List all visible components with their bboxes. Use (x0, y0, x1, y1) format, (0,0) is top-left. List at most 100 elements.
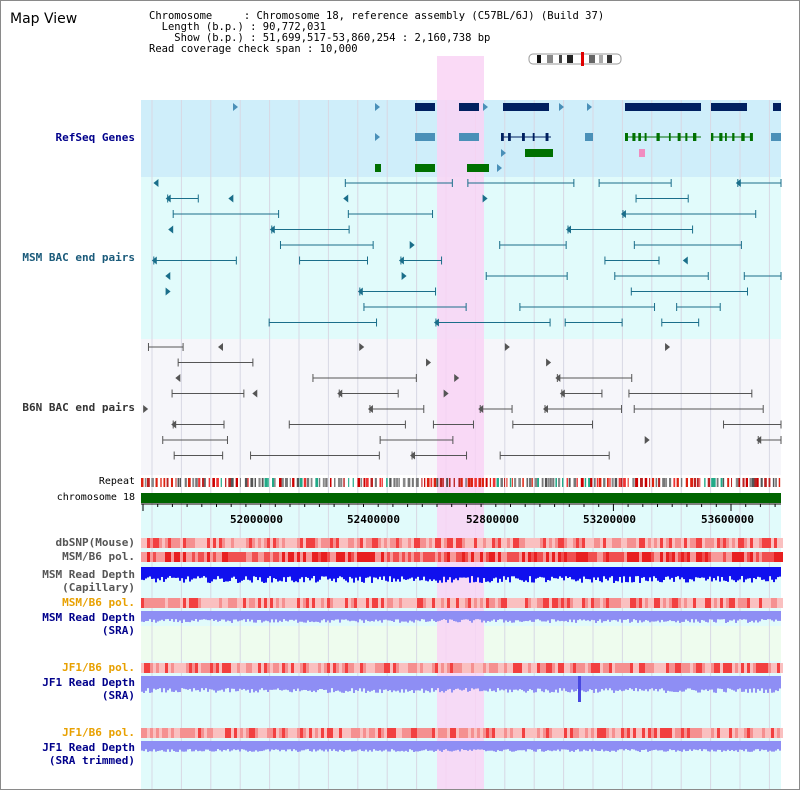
polymorphism-cell (678, 663, 681, 673)
polymorphism-cell (537, 728, 540, 738)
read-depth-bar (389, 741, 391, 752)
read-depth-bar (153, 567, 155, 579)
polymorphism-cell (192, 552, 195, 562)
read-depth-bar (619, 567, 621, 577)
read-depth-bar (287, 741, 289, 750)
polymorphism-cell (153, 552, 156, 562)
track-label-msm-depth-sra-sub: (SRA) (101, 624, 135, 637)
read-depth-bar (769, 676, 771, 689)
read-depth-bar (189, 567, 191, 582)
track-label-msm-b6-pol-2[interactable]: MSM/B6 pol. (62, 596, 135, 609)
polymorphism-cell (192, 598, 195, 608)
track-label-msm-depth-capillary[interactable]: MSM Read Depth (42, 568, 135, 581)
read-depth-bar (143, 676, 145, 693)
track-label-b6n-bac[interactable]: B6N BAC end pairs (22, 401, 135, 414)
read-depth-bar (693, 567, 695, 582)
repeat-element (208, 478, 211, 487)
polymorphism-cell (696, 552, 699, 562)
read-depth-bar (773, 567, 775, 583)
polymorphism-cell (237, 538, 240, 548)
read-depth-bar (753, 611, 755, 623)
polymorphism-cell (702, 663, 705, 673)
read-depth-bar (285, 567, 287, 582)
read-depth-bar (763, 676, 765, 693)
read-depth-bar (723, 611, 725, 620)
track-label-repeat[interactable]: Repeat (98, 476, 135, 487)
track-label-dbsnp[interactable]: dbSNP(Mouse) (55, 536, 135, 549)
polymorphism-cell (339, 728, 342, 738)
polymorphism-cell (591, 552, 594, 562)
polymorphism-cell (780, 598, 783, 608)
polymorphism-cell (597, 728, 600, 738)
read-depth-bar (587, 676, 589, 692)
polymorphism-cell (495, 538, 498, 548)
polymorphism-cell (486, 552, 489, 562)
polymorphism-cell (384, 663, 387, 673)
read-depth-bar (677, 567, 679, 577)
read-depth-bar (511, 567, 513, 577)
read-depth-bar (583, 741, 585, 750)
read-depth-bar (307, 567, 309, 578)
repeat-element (170, 478, 174, 487)
read-depth-bar (669, 611, 671, 621)
track-label-chromosome[interactable]: chromosome 18 (56, 492, 135, 503)
read-depth-bar (631, 567, 633, 583)
read-depth-bar (361, 611, 363, 621)
polymorphism-cell (225, 663, 228, 673)
polymorphism-cell (378, 538, 381, 548)
read-depth-bar (707, 567, 709, 580)
track-label-msm-bac[interactable]: MSM BAC end pairs (22, 251, 135, 264)
read-depth-bar (463, 676, 465, 690)
read-depth-bar (403, 567, 405, 580)
polymorphism-cell (471, 598, 474, 608)
track-label-msm-b6-pol-1[interactable]: MSM/B6 pol. (62, 550, 135, 563)
read-depth-bar (739, 676, 741, 689)
read-depth-bar (547, 741, 549, 751)
read-depth-bar (553, 676, 555, 693)
read-depth-bar (457, 676, 459, 689)
read-depth-bar (545, 611, 547, 622)
track-label-refseq[interactable]: RefSeq Genes (55, 131, 135, 144)
polymorphism-cell (528, 552, 531, 562)
read-depth-bar (547, 676, 549, 691)
track-label-jf1-depth-sra[interactable]: JF1 Read Depth (42, 676, 135, 689)
read-depth-bar (377, 741, 379, 751)
read-depth-bar (573, 741, 575, 752)
polymorphism-cell (246, 728, 249, 738)
polymorphism-cell (366, 598, 369, 608)
read-depth-bar (355, 611, 357, 622)
polymorphism-cell (144, 598, 147, 608)
read-depth-bar (203, 676, 205, 691)
polymorphism-cell (246, 538, 249, 548)
read-depth-bar (747, 567, 749, 579)
polymorphism-cell (429, 552, 432, 562)
track-label-jf1-b6-pol-2[interactable]: JF1/B6 pol. (62, 726, 135, 739)
track-label-jf1-b6-pol-1[interactable]: JF1/B6 pol. (62, 661, 135, 674)
polymorphism-cell (165, 663, 168, 673)
repeat-element (310, 478, 313, 487)
track-label-msm-depth-sra[interactable]: MSM Read Depth (42, 611, 135, 624)
read-depth-bar (329, 611, 331, 623)
read-depth-bar (363, 676, 365, 689)
polymorphism-cell (510, 728, 513, 738)
read-depth-bar (229, 676, 231, 693)
read-depth-bar (479, 567, 481, 583)
polymorphism-cell (252, 552, 255, 562)
repeat-element (144, 478, 147, 487)
read-depth-bar (385, 567, 387, 581)
repeat-element (439, 478, 443, 487)
polymorphism-cell (486, 728, 489, 738)
read-depth-bar (259, 567, 261, 578)
read-depth-bar (707, 676, 709, 692)
read-depth-bar (269, 567, 271, 577)
track-label-jf1-depth-trimmed[interactable]: JF1 Read Depth (42, 741, 135, 754)
polymorphism-cell (657, 598, 660, 608)
polymorphism-cell (258, 598, 261, 608)
polymorphism-cell (372, 728, 375, 738)
read-depth-bar (615, 741, 617, 752)
polymorphism-cell (450, 728, 453, 738)
read-depth-bar (639, 611, 641, 621)
polymorphism-cell (300, 728, 303, 738)
